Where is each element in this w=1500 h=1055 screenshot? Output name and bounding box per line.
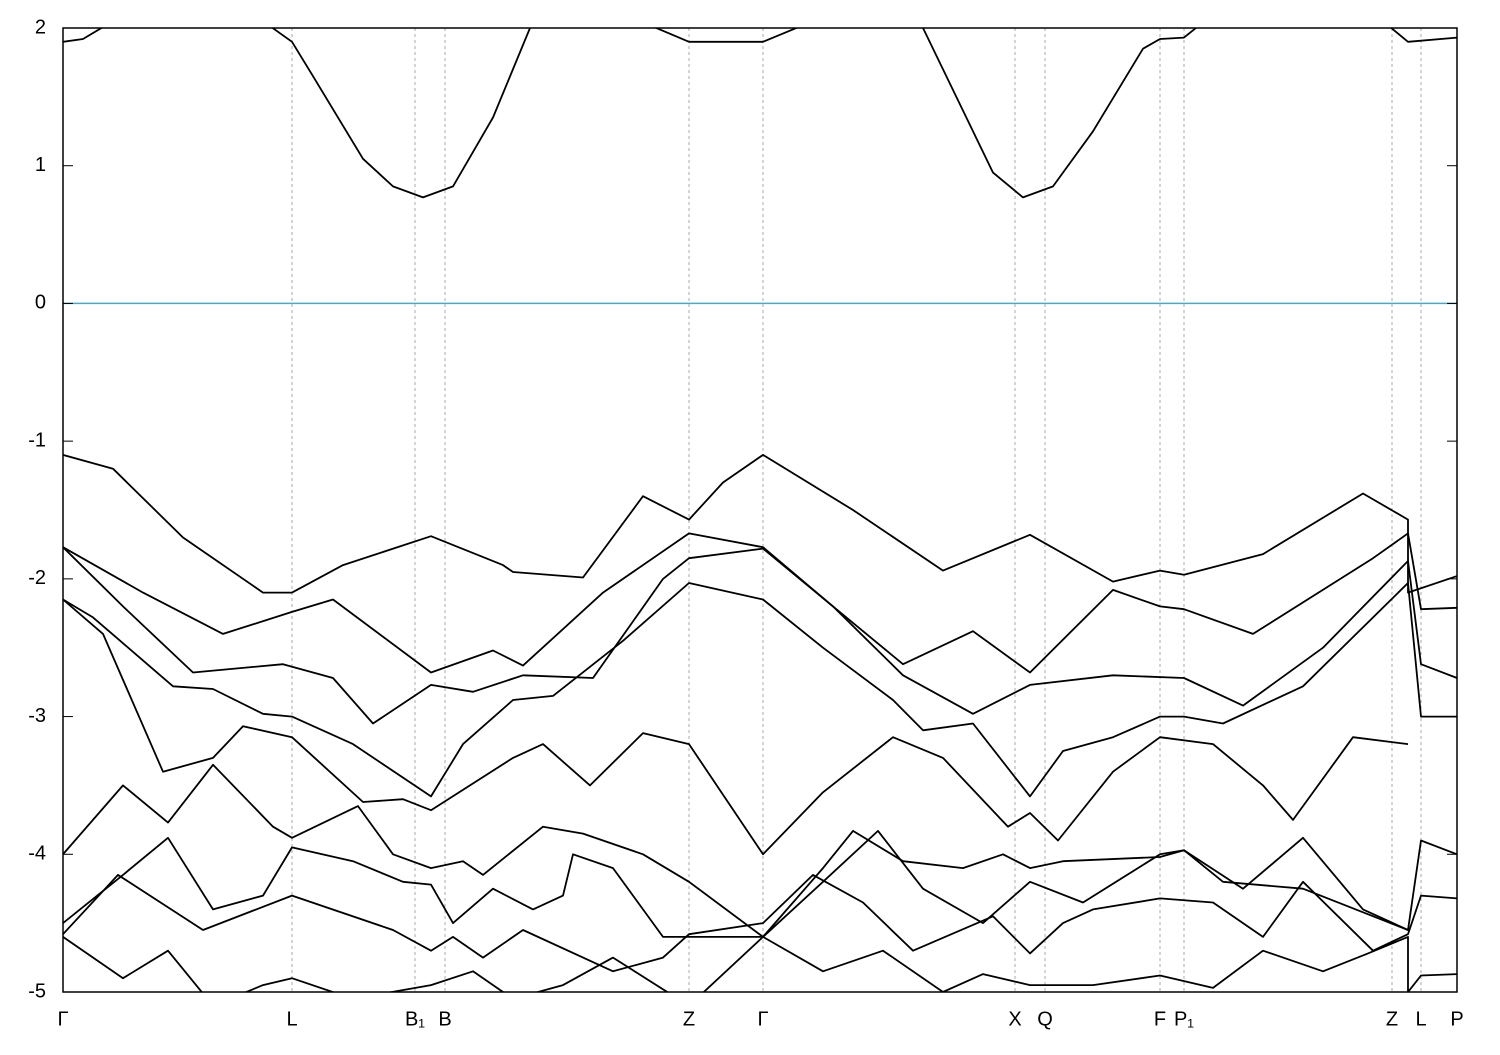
x-tick-label: Q [1037, 1008, 1053, 1030]
plot-area [63, 28, 1457, 992]
band-line [63, 936, 1457, 992]
band-line [63, 763, 1409, 938]
x-tick-label: B₁ [405, 1008, 425, 1030]
band-line [63, 830, 1457, 938]
y-tick-label: 0 [35, 292, 46, 314]
y-tick-label: -3 [28, 705, 46, 727]
grid [62, 28, 1458, 992]
y-tick-label: -5 [28, 980, 46, 1002]
x-tick-label: Z [1386, 1008, 1398, 1030]
y-tick-label: -1 [28, 429, 46, 451]
x-tick-label: Γ [757, 1008, 768, 1030]
band-line [63, 598, 1409, 856]
plot-frame [62, 27, 1458, 993]
y-tick-label: -2 [28, 567, 46, 589]
y-tick-label: -4 [28, 843, 46, 865]
band-line [63, 582, 1457, 798]
x-tick-label: L [286, 1008, 297, 1030]
band-line [63, 532, 1457, 674]
x-tick-label: P [1450, 1008, 1463, 1030]
x-tick-label: Z [683, 1008, 695, 1030]
band-line [63, 454, 1457, 594]
band-line [63, 546, 1457, 725]
axes: 210-1-2-3-4-5Γ L B₁ B Z Γ X Q F P₁ Z L P [28, 16, 1463, 1030]
y-tick-label: 1 [35, 154, 46, 176]
band-line [63, 874, 1457, 973]
x-tick-label: X [1008, 1008, 1021, 1030]
x-tick-label: B [438, 1008, 451, 1030]
x-tick-label: P₁ [1174, 1008, 1194, 1030]
x-tick-label: Γ [57, 1008, 68, 1030]
y-tick-label: 2 [35, 16, 46, 38]
x-tick-label: F [1154, 1008, 1166, 1030]
band-line [63, 28, 1457, 199]
x-tick-label: L [1415, 1008, 1426, 1030]
